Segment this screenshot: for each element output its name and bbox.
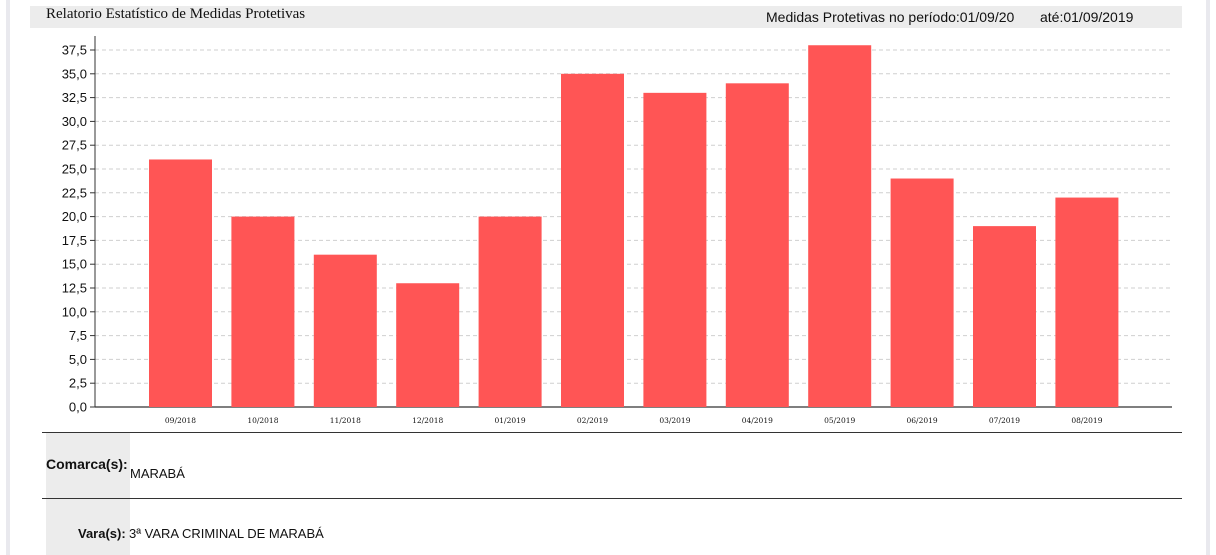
y-tick-label: 30,0 [62, 114, 87, 129]
bar [231, 216, 295, 407]
comarca-label: Comarca(s): [46, 456, 128, 472]
x-tick-label: 12/2018 [412, 416, 443, 425]
bar [808, 45, 872, 408]
bar [725, 83, 789, 407]
x-tick-label: 09/2018 [165, 416, 196, 425]
x-tick-label: 01/2019 [495, 416, 526, 425]
y-tick-label: 2,5 [69, 376, 87, 391]
x-tick-label: 08/2019 [1071, 416, 1102, 425]
bar [643, 92, 707, 407]
left-frame-border [6, 0, 10, 555]
chart-bottom-divider [42, 432, 1182, 433]
y-tick-label: 17,5 [62, 233, 87, 248]
x-tick-label: 11/2018 [330, 416, 361, 425]
y-tick-label: 5,0 [69, 352, 87, 367]
y-tick-label: 32,5 [62, 90, 87, 105]
y-tick-label: 0,0 [69, 400, 87, 415]
bar [149, 159, 212, 407]
bar [478, 216, 542, 407]
right-frame-border [1206, 0, 1210, 555]
comarca-value: MARABÁ [130, 466, 185, 481]
y-tick-label: 37,5 [62, 43, 87, 58]
period-end-label: até:01/09/2019 [1040, 9, 1134, 25]
x-tick-label: 10/2018 [247, 416, 278, 425]
x-tick-label: 06/2019 [907, 416, 938, 425]
bar-chart: 0,0 2,5 5,0 7,5 10,0 12,5 15,0 17,5 20,0 22,5 25,0… [62, 36, 1172, 425]
bar [973, 226, 1036, 407]
x-tick-label: 04/2019 [742, 416, 773, 425]
bar [890, 178, 954, 407]
y-tick-label: 15,0 [62, 257, 87, 272]
vara-label-cell [46, 499, 130, 555]
y-tick-label: 12,5 [62, 281, 87, 296]
comarca-label-cell [46, 433, 130, 498]
bar [561, 73, 624, 408]
x-tick-label: 05/2019 [824, 416, 855, 425]
x-tick-label: 03/2019 [659, 416, 690, 425]
y-tick-label: 35,0 [62, 66, 87, 81]
bar [1055, 197, 1119, 407]
y-tick-label: 22,5 [62, 185, 87, 200]
vara-label: Vara(s): [78, 526, 126, 541]
period-start-label: Medidas Protetivas no período:01/09/20 [766, 9, 1015, 25]
bar [396, 283, 460, 407]
x-tick-label: 07/2019 [989, 416, 1020, 425]
y-tick-label: 7,5 [69, 328, 87, 343]
report-header [30, 6, 1182, 28]
filter-divider [42, 498, 1182, 499]
bar [313, 254, 377, 407]
vara-value: 3ª VARA CRIMINAL DE MARABÁ [129, 526, 324, 541]
y-tick-label: 27,5 [62, 138, 87, 153]
y-tick-label: 25,0 [62, 162, 87, 177]
y-tick-label: 20,0 [62, 209, 87, 224]
report-title: Relatorio Estatístico de Medidas Proteti… [46, 6, 306, 22]
y-tick-label: 10,0 [62, 304, 87, 319]
x-tick-label: 02/2019 [577, 416, 608, 425]
